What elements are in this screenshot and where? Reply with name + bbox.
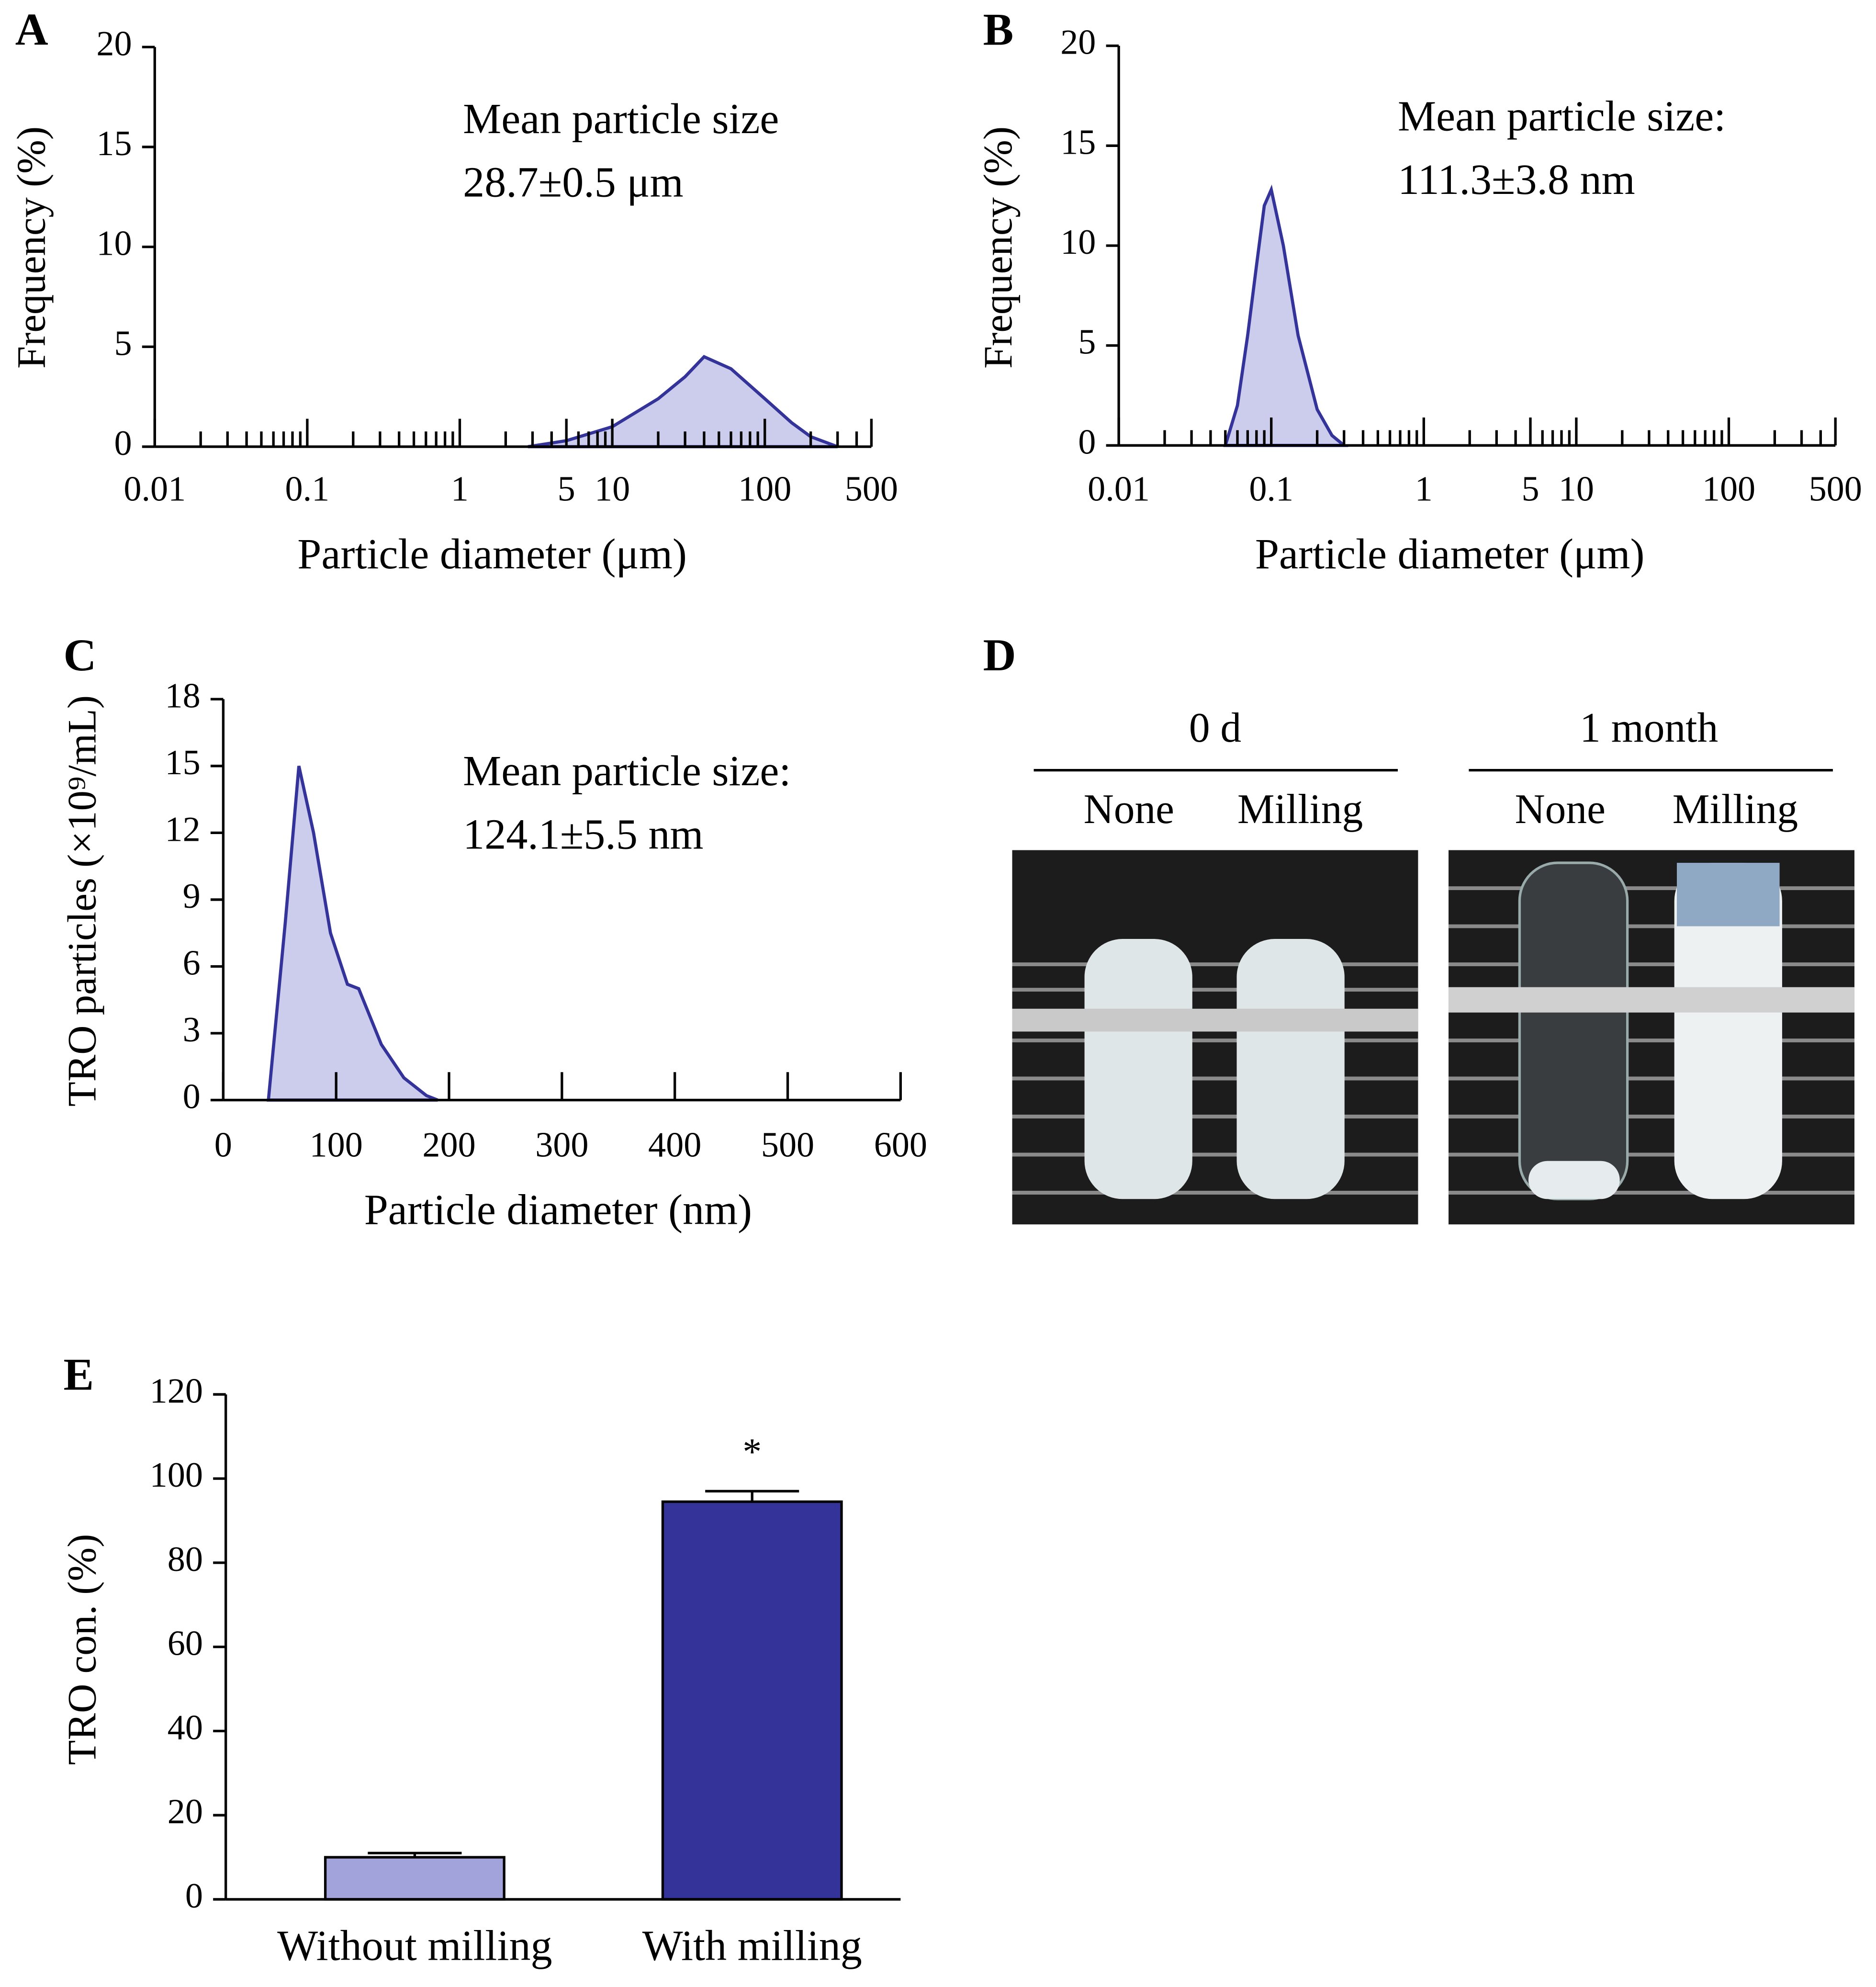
significance: * [742, 1431, 762, 1473]
y-tick-label: 20 [1060, 23, 1096, 62]
x-tick-label: Without milling [277, 1922, 552, 1970]
y-tick-label: 5 [114, 324, 132, 363]
y-tick-label: 120 [150, 1371, 203, 1411]
y-tick-label: 20 [96, 24, 132, 63]
column-label: Milling [1237, 786, 1363, 832]
column-label: Milling [1673, 786, 1798, 832]
x-tick-label: 600 [874, 1125, 927, 1164]
x-tick-label: 0 [214, 1125, 232, 1164]
panel-label: D [983, 630, 1016, 680]
sediment [1528, 1161, 1620, 1199]
y-tick-label: 80 [168, 1540, 203, 1579]
y-tick-label: 6 [183, 944, 201, 983]
photo [1012, 850, 1418, 1225]
x-tick-label: 100 [738, 469, 791, 508]
rack [1012, 962, 1418, 1195]
x-tick-label: 0.01 [124, 469, 186, 508]
x-axis-label: Particle diameter (nm) [364, 1186, 752, 1234]
column-label: None [1084, 786, 1174, 832]
x-tick-label: 0.1 [285, 469, 330, 508]
y-tick-label: 10 [96, 224, 132, 263]
panel-label: A [15, 4, 48, 55]
panel-d: D 0 d 1 month None Milling None Milling [983, 630, 1854, 1225]
panel: E TRO con. (%) 0 20 40 60 80 100 120 Without mill… [60, 1349, 901, 1970]
panel-label: E [63, 1349, 94, 1400]
y-axis-label: TRO particles (×10⁹/mL) [60, 695, 105, 1106]
y-tick-label: 9 [183, 877, 201, 916]
group-label: 1 month [1580, 704, 1718, 751]
annotation: Mean particle size: [1398, 93, 1726, 140]
rack [1449, 886, 1854, 1195]
x-tick-label: 100 [310, 1125, 363, 1164]
x-tick-label: 500 [1809, 469, 1862, 508]
area [267, 766, 438, 1102]
x-tick-label: 200 [422, 1125, 475, 1164]
x-tick-label: 500 [845, 469, 898, 508]
rack-bar [1012, 1008, 1418, 1032]
y-tick-label: 20 [168, 1792, 203, 1831]
tube [1084, 939, 1192, 1199]
y-tick-label: 100 [150, 1456, 203, 1495]
x-tick-label: 10 [1559, 469, 1594, 508]
x-tick-label: 1 [1415, 469, 1433, 508]
tube [1236, 939, 1345, 1199]
y-tick-label: 3 [183, 1010, 201, 1050]
y-tick-label: 5 [1078, 323, 1096, 362]
y-tick-label: 15 [96, 124, 132, 163]
x-tick-label: 0.01 [1088, 469, 1150, 508]
y-axis-label: Frequency (%) [9, 126, 54, 369]
annotation: Mean particle size [463, 95, 779, 143]
area [528, 355, 838, 449]
x-tick-label: With milling [642, 1922, 862, 1970]
y-tick-label: 0 [183, 1077, 201, 1117]
x-tick-label: 500 [761, 1125, 814, 1164]
photo [1449, 850, 1854, 1225]
x-axis-label: Particle diameter (μm) [297, 531, 687, 578]
x-tick-label: 5 [558, 469, 575, 508]
tube [1674, 863, 1782, 1199]
y-tick-label: 0 [1078, 422, 1096, 462]
tube [1518, 861, 1629, 1200]
panel-label: B [983, 4, 1014, 55]
column-label: None [1515, 786, 1606, 832]
y-tick-label: 18 [165, 676, 200, 715]
x-axis-label: Particle diameter (μm) [1255, 531, 1645, 578]
bar [324, 1856, 506, 1901]
x-tick-label: 100 [1702, 469, 1755, 508]
x-tick-label: 5 [1521, 469, 1539, 508]
y-axis-label: Frequency (%) [976, 126, 1021, 369]
annotation: Mean particle size: [463, 747, 791, 795]
y-tick-label: 0 [114, 424, 132, 463]
x-tick-label: 1 [451, 469, 469, 508]
y-tick-label: 15 [1060, 123, 1096, 162]
area [1223, 184, 1348, 447]
group-label: 0 d [1189, 704, 1241, 751]
x-tick-label: 10 [595, 469, 630, 508]
panel-label: C [63, 630, 96, 680]
annotation: 28.7±0.5 μm [463, 158, 684, 206]
y-tick-label: 0 [185, 1876, 203, 1916]
rack-bar [1449, 987, 1854, 1013]
y-axis-label: TRO con. (%) [60, 1534, 105, 1765]
y-tick-label: 12 [165, 810, 200, 849]
supernatant [1676, 863, 1780, 926]
y-tick-label: 40 [168, 1708, 203, 1747]
y-tick-label: 15 [165, 743, 200, 782]
y-tick-label: 10 [1060, 223, 1096, 262]
x-tick-label: 300 [535, 1125, 588, 1164]
x-tick-label: 0.1 [1249, 469, 1293, 508]
annotation: 124.1±5.5 nm [463, 811, 703, 858]
annotation: 111.3±3.8 nm [1398, 156, 1635, 203]
y-tick-label: 60 [168, 1624, 203, 1663]
x-tick-label: 400 [648, 1125, 701, 1164]
bar [661, 1500, 843, 1901]
